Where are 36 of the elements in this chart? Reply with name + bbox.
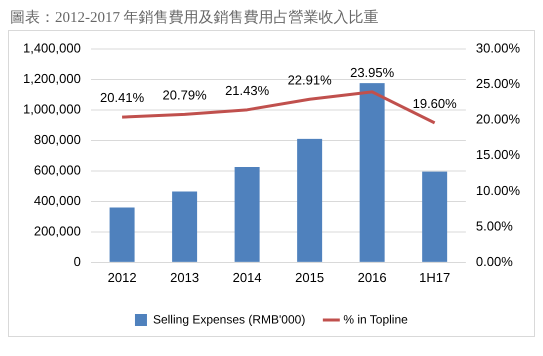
y2-tick-label: 0.00%	[476, 254, 514, 269]
y-tick-label: 800,000	[34, 132, 81, 147]
data-label: 19.60%	[412, 96, 458, 111]
y-tick-label: 0	[74, 254, 81, 269]
x-tick-label: 2012	[108, 270, 137, 285]
bar	[360, 83, 385, 262]
bar	[234, 167, 260, 262]
legend-label: % in Topline	[343, 312, 408, 326]
bar	[422, 172, 448, 262]
y2-tick-label: 25.00%	[476, 76, 520, 91]
y-tick-label: 1,200,000	[22, 70, 81, 86]
bar	[110, 207, 135, 262]
y2-tick-label: 30.00%	[476, 40, 520, 56]
y-tick-label: 200,000	[34, 223, 81, 238]
data-label: 20.41%	[100, 90, 145, 106]
chart-title: 圖表：2012-2017 年銷售費用及銷售費用占營業收入比重	[10, 8, 380, 27]
y2-tick-label: 20.00%	[476, 112, 520, 127]
y-tick-label: 1,400,000	[22, 40, 81, 56]
y2-tick-label: 5.00%	[476, 218, 514, 234]
bar	[297, 138, 322, 262]
data-label: 21.43%	[225, 82, 270, 98]
data-label: 23.95%	[350, 64, 395, 80]
legend-label: Selling Expenses (RMB'000)	[152, 312, 306, 326]
bar	[172, 191, 198, 262]
x-tick-label: 2013	[170, 270, 200, 285]
x-tick-label: 1H17	[419, 270, 450, 285]
y2-tick-label: 10.00%	[476, 182, 520, 198]
x-tick-label: 2015	[295, 270, 324, 285]
data-label: 20.79%	[162, 87, 208, 102]
y-tick-label: 600,000	[34, 162, 81, 178]
x-tick-label: 2016	[358, 270, 387, 285]
y2-tick-label: 15.00%	[476, 147, 520, 162]
y-tick-label: 400,000	[34, 192, 81, 208]
data-label: 22.91%	[288, 72, 332, 88]
x-tick-label: 2014	[232, 270, 262, 285]
y-tick-label: 1,000,000	[22, 101, 81, 116]
